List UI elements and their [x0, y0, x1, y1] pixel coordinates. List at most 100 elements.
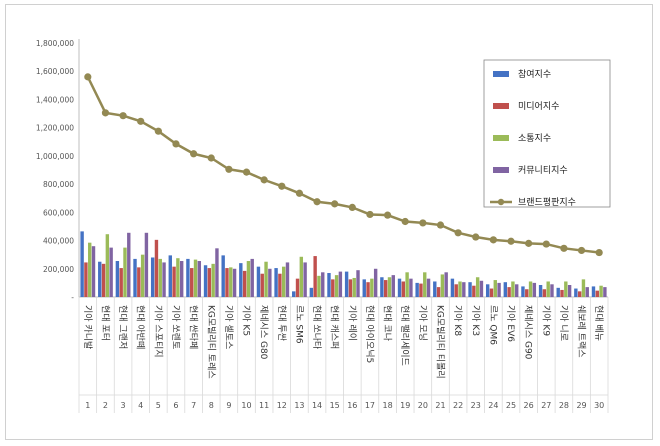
- bar-2: [525, 289, 529, 297]
- line-series-point: [260, 176, 268, 184]
- line-series-point: [507, 237, 515, 245]
- bar-4: [179, 261, 184, 297]
- bar-1: [309, 287, 314, 297]
- line-series-point: [207, 154, 215, 162]
- line-series-point: [419, 219, 427, 227]
- x-category-label: 기아 쏘렌토: [170, 305, 181, 349]
- bar-4: [250, 258, 254, 297]
- bar-2: [436, 287, 441, 297]
- bar-2: [154, 239, 159, 297]
- x-rank-label: 22: [453, 401, 463, 410]
- bar-3: [140, 254, 145, 297]
- bar-2: [348, 279, 353, 297]
- bar-3: [123, 247, 127, 297]
- x-rank-label: 10: [241, 401, 251, 410]
- bar-3: [352, 277, 356, 297]
- x-rank-label: 3: [121, 401, 126, 410]
- x-category-label: 현대 팰리세이드: [399, 305, 411, 366]
- line-series-point: [295, 189, 304, 197]
- bar-4: [567, 285, 572, 297]
- bar-4: [321, 272, 325, 297]
- bar-3: [264, 261, 268, 297]
- x-category-label: 기아 K3: [470, 305, 481, 336]
- line-series-point: [542, 240, 550, 248]
- bar-3: [511, 281, 515, 297]
- x-category-label: 현대 포터: [99, 305, 110, 341]
- bar-4: [338, 271, 343, 297]
- y-tick-label: 1,600,000: [36, 67, 74, 76]
- x-category-label: 기아 모닝: [417, 305, 428, 341]
- brand-reputation-chart: - 200,000 400,000 600,000 800,000 1,000,000 1,…: [36, 39, 611, 413]
- x-category-label: 기아 레이: [346, 305, 357, 341]
- x-category-label: 르노 SM6: [293, 305, 304, 344]
- line-series-point: [331, 200, 339, 208]
- bar-1: [574, 288, 578, 297]
- y-tick-label: 600,000: [43, 208, 74, 217]
- x-category-label: 쉐보레 트랙스: [576, 305, 587, 358]
- line-series-point: [84, 73, 92, 81]
- x-category-label: KG모빌리티 티볼리: [434, 305, 445, 379]
- x-rank-label: 1: [85, 401, 90, 410]
- x-rank-label: 25: [506, 401, 516, 410]
- bar-2: [84, 262, 88, 297]
- bar-1: [380, 277, 384, 297]
- bar-3: [299, 256, 304, 297]
- bar-2: [489, 288, 494, 297]
- line-series-point: [454, 229, 462, 237]
- x-rank-label: 20: [418, 401, 428, 410]
- bar-3: [105, 234, 110, 297]
- bar-4: [497, 282, 501, 297]
- bar-2: [260, 273, 264, 297]
- bar-2: [560, 289, 564, 297]
- bar-1: [327, 273, 331, 297]
- x-rank-label: 28: [559, 401, 569, 410]
- bar-3: [158, 258, 162, 297]
- bar-2: [366, 282, 370, 297]
- bar-3: [193, 259, 198, 297]
- x-rank-label: 6: [173, 401, 178, 410]
- bar-2: [542, 289, 547, 297]
- x-category-label: 기아 K9: [540, 305, 551, 336]
- bar-2: [472, 285, 476, 297]
- bar-4: [197, 261, 202, 297]
- x-category-label: 현대 아이오닉5: [364, 305, 375, 363]
- bar-4: [462, 282, 466, 297]
- x-category-label: 기아 K5: [241, 305, 252, 336]
- x-rank-label: 21: [435, 401, 445, 410]
- line-series-point: [366, 210, 374, 219]
- bar-2: [331, 279, 335, 297]
- bar-3: [475, 277, 480, 297]
- bar-3: [229, 267, 233, 297]
- line-series-point: [577, 246, 586, 255]
- x-category-label: 제네시스 G80: [258, 305, 269, 360]
- bar-2: [207, 268, 212, 297]
- bar-4: [215, 248, 219, 297]
- bar-1: [591, 286, 596, 297]
- line-series-point: [560, 244, 568, 252]
- bar-1: [450, 278, 455, 297]
- bar-3: [564, 281, 568, 297]
- y-tick-label: 800,000: [43, 180, 74, 189]
- line-series-point: [154, 127, 162, 135]
- x-rank-label: 7: [191, 401, 196, 410]
- bar-2: [383, 280, 388, 297]
- bar-4: [444, 272, 448, 297]
- legend-label: 소통지수: [518, 133, 551, 144]
- x-rank-label: 5: [156, 401, 161, 410]
- line-series-point: [383, 211, 392, 219]
- bar-1: [98, 261, 102, 297]
- bar-2: [454, 284, 458, 297]
- bar-4: [585, 287, 589, 297]
- x-category-label: 현대 투싼: [276, 305, 287, 341]
- x-category-label: 기아 EV6: [505, 305, 516, 342]
- line-series-point: [225, 165, 233, 173]
- bar-2: [419, 283, 423, 297]
- bar-4: [232, 268, 237, 297]
- bar-4: [373, 268, 378, 297]
- y-tick-label: 400,000: [43, 237, 74, 246]
- bar-3: [176, 258, 180, 297]
- legend-swatch: [493, 103, 509, 109]
- legend-swatch: [493, 167, 509, 173]
- line-series-point: [172, 140, 180, 148]
- bar-1: [221, 255, 225, 297]
